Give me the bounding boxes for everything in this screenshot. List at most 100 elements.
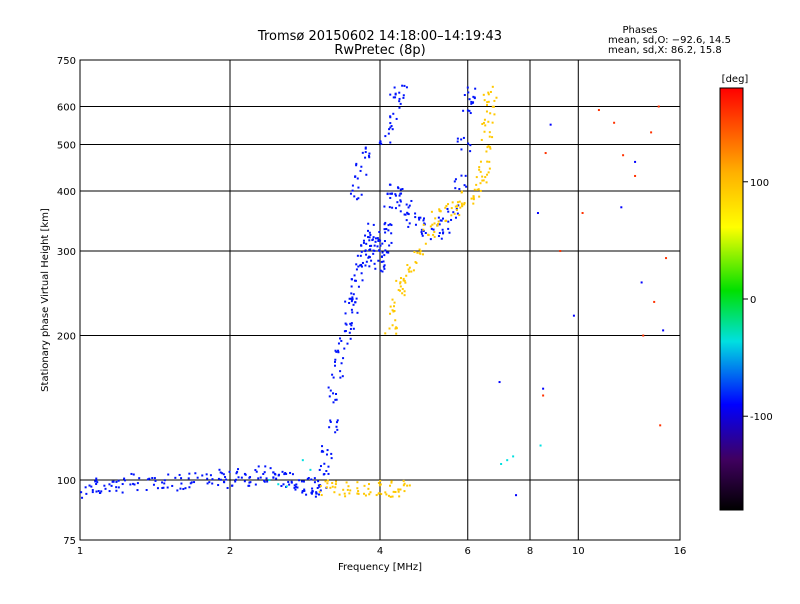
data-point — [441, 228, 444, 231]
data-point — [328, 426, 331, 429]
data-point — [243, 480, 246, 483]
data-point — [461, 190, 464, 193]
data-point — [488, 167, 491, 170]
data-point — [356, 254, 359, 257]
data-point — [148, 477, 151, 480]
data-point — [335, 421, 338, 424]
data-point — [404, 213, 407, 216]
data-point — [100, 490, 103, 493]
data-point — [492, 105, 495, 108]
data-point — [349, 297, 352, 300]
data-point — [235, 472, 238, 475]
data-point — [334, 431, 337, 434]
data-point — [549, 123, 552, 126]
data-point — [335, 425, 338, 428]
data-point — [367, 487, 370, 490]
data-point — [346, 342, 349, 345]
data-point — [355, 268, 358, 271]
data-point — [422, 229, 425, 232]
data-point — [363, 492, 366, 495]
data-point — [375, 494, 378, 497]
data-point — [311, 487, 314, 490]
data-point — [384, 491, 387, 494]
data-point — [437, 216, 440, 219]
data-point — [178, 473, 181, 476]
data-point — [349, 327, 352, 330]
data-point — [542, 394, 545, 397]
data-point — [506, 459, 509, 462]
data-point — [96, 481, 99, 484]
data-point — [487, 100, 490, 103]
data-point — [350, 308, 353, 311]
x-tick-label: 2 — [227, 546, 233, 557]
data-point — [330, 452, 333, 455]
data-point — [234, 478, 237, 481]
data-point — [231, 484, 234, 487]
data-point — [468, 98, 471, 101]
data-point — [194, 472, 197, 475]
x-tick-label: 4 — [377, 546, 383, 557]
data-point — [321, 449, 324, 452]
data-point — [332, 401, 335, 404]
data-point — [349, 489, 352, 492]
data-point — [240, 476, 243, 479]
data-point — [365, 260, 368, 263]
data-point — [486, 146, 489, 149]
data-point — [458, 188, 461, 191]
data-point — [474, 87, 477, 90]
data-point — [377, 481, 380, 484]
data-point — [310, 491, 313, 494]
data-point — [331, 485, 334, 488]
data-point — [452, 211, 455, 214]
data-point — [361, 261, 364, 264]
data-point — [392, 490, 395, 493]
data-point — [382, 260, 385, 263]
data-point — [350, 278, 353, 281]
data-point — [451, 201, 454, 204]
data-point — [380, 255, 383, 258]
data-point — [108, 483, 111, 486]
data-point — [356, 311, 359, 314]
data-point — [460, 174, 463, 177]
data-point — [254, 483, 257, 486]
data-point — [110, 484, 113, 487]
data-point — [368, 265, 371, 268]
data-point — [469, 150, 472, 153]
data-point — [367, 222, 370, 225]
data-point — [307, 476, 310, 479]
data-point — [91, 491, 94, 494]
data-point — [344, 495, 347, 498]
data-point — [389, 122, 392, 125]
data-point — [357, 285, 360, 288]
data-point — [339, 337, 342, 340]
data-point — [385, 251, 388, 254]
data-point — [405, 274, 408, 277]
data-point — [373, 262, 376, 265]
data-point — [418, 218, 421, 221]
data-point — [356, 487, 359, 490]
data-point — [454, 178, 457, 181]
data-point — [463, 203, 466, 206]
data-point — [348, 492, 351, 495]
data-point — [405, 203, 408, 206]
data-point — [343, 347, 346, 350]
data-point — [333, 491, 336, 494]
data-point — [406, 211, 409, 214]
data-point — [455, 208, 458, 211]
data-point — [383, 254, 386, 257]
data-point — [407, 206, 410, 209]
data-point — [391, 128, 394, 131]
data-point — [364, 264, 367, 267]
data-point — [356, 481, 359, 484]
data-point — [269, 467, 272, 470]
data-point — [389, 312, 392, 315]
data-point — [456, 201, 459, 204]
data-point — [133, 483, 136, 486]
data-point — [236, 470, 239, 473]
data-point — [301, 490, 304, 493]
data-point — [486, 160, 489, 163]
data-point — [121, 483, 124, 486]
data-point — [296, 486, 299, 489]
data-point — [389, 183, 392, 186]
data-point — [481, 175, 484, 178]
